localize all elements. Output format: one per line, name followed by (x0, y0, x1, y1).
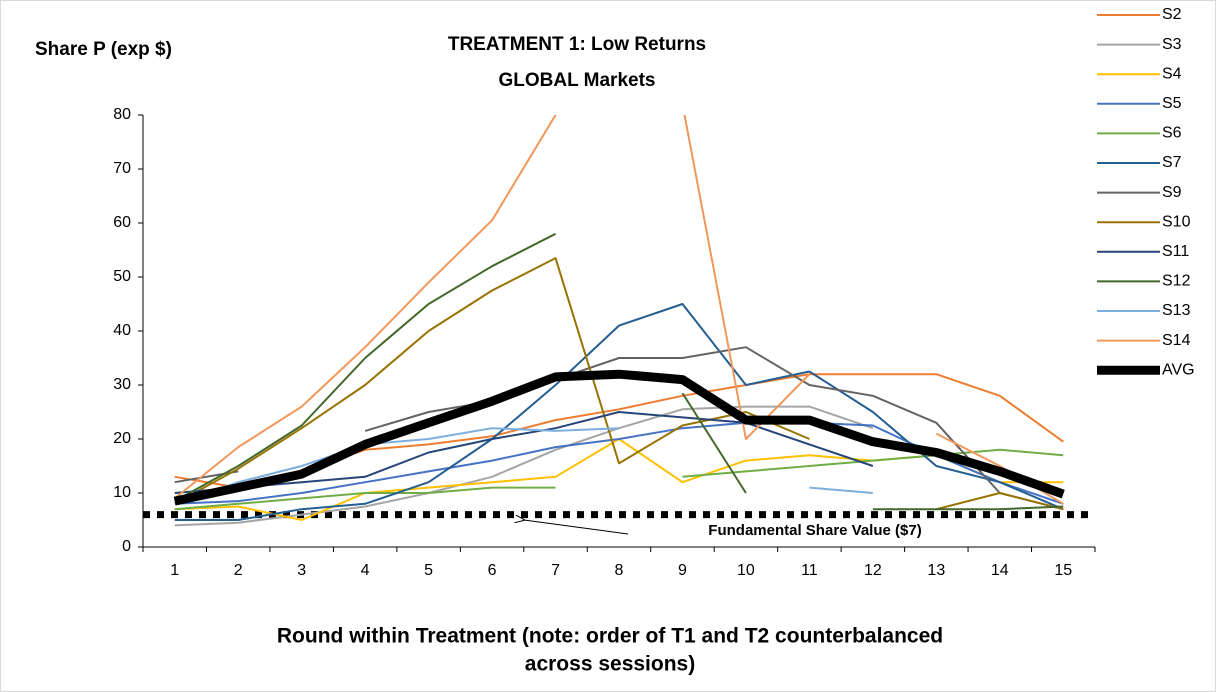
legend-label: S9 (1162, 184, 1182, 201)
annotation: Fundamental Share Value ($7) (708, 522, 921, 539)
chart-title: TREATMENT 1: Low Returns (448, 34, 706, 55)
y-tick-label: 80 (113, 106, 131, 123)
legend-label: S13 (1162, 302, 1191, 319)
x-tick-label: 2 (234, 562, 243, 579)
legend-label: S14 (1162, 332, 1191, 349)
y-tick-label: 50 (113, 268, 131, 285)
x-tick-label: 6 (488, 562, 497, 579)
series-line (174, 232, 1064, 511)
x-tick-label: 10 (737, 562, 755, 579)
x-tick-label: 15 (1054, 562, 1072, 579)
y-tick-label: 60 (113, 214, 131, 231)
x-tick-label: 4 (361, 562, 370, 579)
legend-label: S7 (1162, 154, 1182, 171)
x-tick-label: 1 (170, 562, 179, 579)
legend-label: S10 (1162, 213, 1191, 230)
legend-label: S2 (1162, 6, 1182, 23)
y-tick-label: 10 (113, 484, 131, 501)
annotation-arrow (524, 520, 629, 535)
x-axis-label: Round within Treatment (note: order of T… (277, 625, 943, 648)
legend-label: S4 (1162, 65, 1182, 82)
y-tick-label: 20 (113, 430, 131, 447)
x-tick-label: 9 (678, 562, 687, 579)
x-tick-label: 3 (297, 562, 306, 579)
series-line (173, 369, 1065, 506)
x-tick-label: 14 (991, 562, 1009, 579)
y-tick-label: 0 (122, 538, 131, 555)
series-line (174, 427, 873, 505)
legend-label: S12 (1162, 273, 1191, 290)
x-tick-label: 11 (801, 562, 818, 579)
y-tick-label: 30 (113, 376, 131, 393)
y-tick-label: 40 (113, 322, 131, 339)
series-line (174, 411, 874, 494)
legend-label: S3 (1162, 36, 1182, 53)
legend-label: S6 (1162, 125, 1182, 142)
y-axis-label: Share P (exp $) (35, 39, 172, 60)
x-tick-label: 7 (551, 562, 560, 579)
chart-title: GLOBAL Markets (499, 70, 656, 91)
x-axis-label: across sessions) (525, 653, 695, 676)
x-tick-label: 13 (927, 562, 945, 579)
series-line (174, 448, 1064, 511)
legend-label: S11 (1162, 243, 1189, 260)
legend-label: S5 (1162, 95, 1182, 112)
x-tick-label: 5 (424, 562, 433, 579)
series-line (174, 257, 1064, 511)
y-tick-label: 70 (113, 160, 131, 177)
x-tick-label: 8 (615, 562, 624, 579)
x-tick-label: 12 (864, 562, 882, 579)
legend-label: AVG (1162, 361, 1195, 378)
plot-area (173, 115, 1065, 525)
